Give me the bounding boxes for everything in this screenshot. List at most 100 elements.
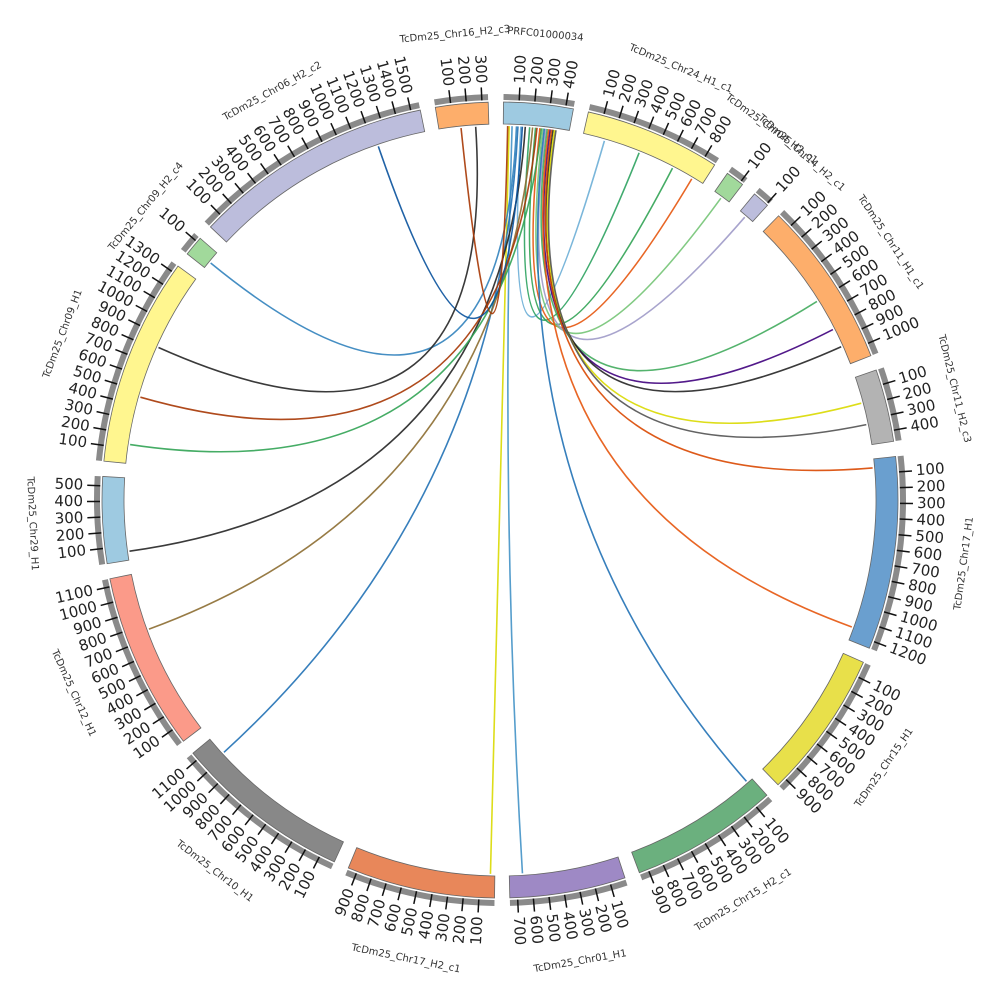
link xyxy=(148,127,534,630)
link xyxy=(140,127,538,421)
tick-label: 600 xyxy=(913,543,944,564)
minor-tick-band xyxy=(180,232,199,253)
minor-tick-band xyxy=(434,94,489,106)
ideogram xyxy=(762,652,864,786)
tick-mark xyxy=(219,793,230,805)
tick-label: 300 xyxy=(575,907,598,939)
tick-mark xyxy=(579,891,584,905)
tick-mark xyxy=(896,549,910,553)
tick-mark xyxy=(801,228,812,238)
ideogram xyxy=(192,738,345,863)
tick-mark xyxy=(185,231,197,242)
tick-mark xyxy=(785,778,796,790)
link xyxy=(536,128,748,782)
tick-label: 400 xyxy=(54,492,83,510)
tick-mark xyxy=(743,816,753,828)
tick-mark xyxy=(858,676,871,684)
tick-label: 200 xyxy=(55,525,85,545)
tick-mark xyxy=(549,90,553,104)
tick-label: 100 xyxy=(57,430,88,452)
minor-tick-band xyxy=(95,261,177,461)
tick-mark xyxy=(391,101,397,115)
tick-mark xyxy=(115,348,128,356)
tick-mark xyxy=(886,395,900,401)
ideogram xyxy=(739,193,769,223)
ideogram xyxy=(854,369,895,446)
tick-label: 700 xyxy=(910,559,941,581)
minor-tick-band xyxy=(588,104,720,164)
tick-mark xyxy=(350,873,358,886)
tick-mark xyxy=(115,646,129,653)
tick-mark xyxy=(429,894,433,908)
tick-label: 100 xyxy=(56,541,87,562)
tick-label: 300 xyxy=(63,395,95,419)
tick-mark xyxy=(633,110,640,124)
tick-mark xyxy=(854,308,867,316)
tick-mark xyxy=(816,743,828,753)
tick-mark xyxy=(109,364,123,370)
tick-mark xyxy=(891,580,905,585)
link xyxy=(460,126,509,315)
tick-mark xyxy=(730,825,740,838)
minor-tick-band xyxy=(102,579,182,747)
tick-mark xyxy=(796,767,808,778)
tick-mark xyxy=(563,894,568,908)
ideogram xyxy=(583,111,716,184)
link xyxy=(537,128,746,341)
link xyxy=(546,129,862,424)
segment-name: TcDm25_Chr17_H2_c1 xyxy=(349,942,461,975)
minor-tick-band xyxy=(509,879,628,906)
tick-label: 400 xyxy=(916,510,945,529)
tick-label: 200 xyxy=(449,914,470,944)
tick-mark xyxy=(161,729,173,738)
tick-mark xyxy=(234,182,244,194)
tick-mark xyxy=(151,276,164,286)
tick-label: 300 xyxy=(917,494,946,512)
tick-label: 300 xyxy=(543,57,564,88)
tick-label: 300 xyxy=(471,54,490,83)
tick-mark xyxy=(648,870,655,884)
tick-label: 100 xyxy=(467,916,486,946)
minor-tick-band xyxy=(779,210,879,355)
tick-mark xyxy=(890,411,904,416)
segment-name: PRFC01000034 xyxy=(507,26,584,44)
tick-mark xyxy=(829,266,842,276)
tick-mark xyxy=(407,97,412,111)
ideogram xyxy=(101,475,130,565)
tick-mark xyxy=(594,888,600,902)
tick-mark xyxy=(87,516,101,519)
tick-label: 500 xyxy=(915,527,945,547)
tick-mark xyxy=(100,395,114,400)
tick-mark xyxy=(270,832,280,845)
ideogram xyxy=(186,237,218,269)
tick-mark xyxy=(843,704,856,713)
tick-label: 700 xyxy=(510,916,529,945)
tick-mark xyxy=(210,204,221,215)
segment-name: TcDm25_Chr17_H1 xyxy=(952,516,976,612)
tick-label: 500 xyxy=(398,906,422,938)
tick-label: 400 xyxy=(909,413,940,436)
tick-mark xyxy=(375,105,382,119)
tick-mark xyxy=(767,192,777,204)
tick-mark xyxy=(464,88,467,102)
link xyxy=(542,129,853,628)
tick-label: 400 xyxy=(560,59,582,90)
tick-mark xyxy=(704,842,713,855)
tick-label: 800 xyxy=(907,576,939,599)
tick-mark xyxy=(257,823,267,836)
tick-mark xyxy=(898,470,913,473)
tick-label: 600 xyxy=(526,915,546,945)
link xyxy=(130,128,543,453)
tick-mark xyxy=(330,122,337,136)
tick-label: 100 xyxy=(772,162,805,195)
tick-mark xyxy=(90,442,104,447)
segment-name: TcDm25_Chr01_H1 xyxy=(532,948,628,975)
tick-label: 200 xyxy=(917,477,946,496)
tick-mark xyxy=(790,216,801,227)
tick-label: 400 xyxy=(559,910,581,941)
tick-mark xyxy=(312,856,320,869)
tick-mark xyxy=(603,101,609,114)
tick-mark xyxy=(273,153,282,166)
